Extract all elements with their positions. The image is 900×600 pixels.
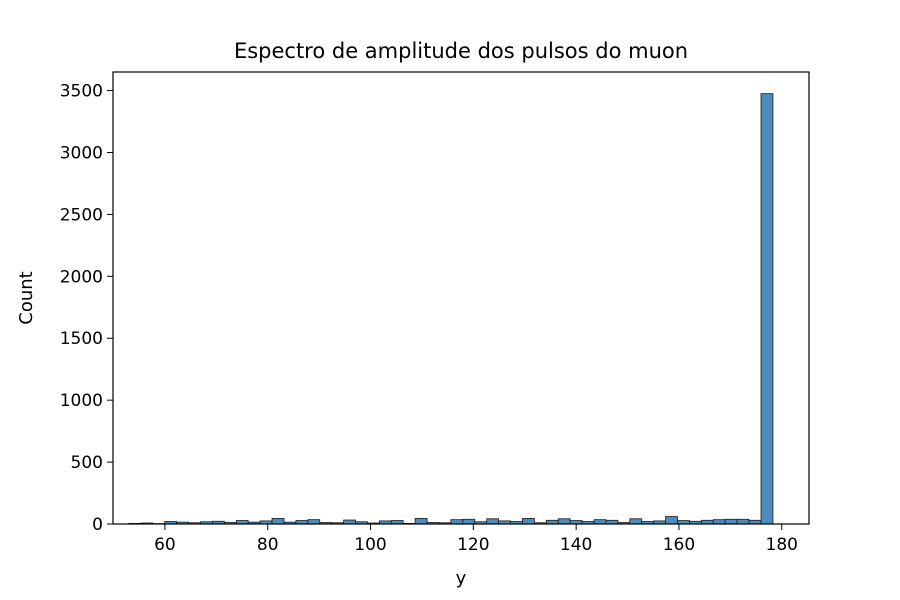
histogram-bar: [271, 518, 285, 525]
histogram-bar: [724, 518, 738, 525]
chart-title: Espectro de amplitude dos pulsos do muon: [234, 39, 688, 63]
histogram-bar: [736, 518, 750, 525]
histogram-bar: [712, 519, 726, 525]
histogram-bar: [665, 516, 678, 525]
x-axis-ticks: 60 80 100 120 140 160 180: [154, 524, 798, 555]
histogram-bar: [760, 93, 774, 525]
x-tick-label: 160: [663, 535, 695, 555]
histogram-bar: [522, 518, 535, 525]
y-tick-label: 2500: [60, 205, 103, 225]
y-tick-label: 2000: [60, 267, 103, 287]
x-tick-label: 80: [257, 535, 279, 555]
histogram-bar: [462, 518, 476, 525]
x-tick-label: 60: [154, 535, 176, 555]
x-tick-label: 140: [560, 535, 592, 555]
histogram-bar: [557, 518, 571, 525]
y-axis-label: Count: [16, 271, 37, 324]
y-tick-label: 500: [71, 453, 103, 473]
plot-frame: [112, 71, 810, 525]
histogram-bar: [414, 518, 428, 525]
y-tick-label: 1000: [60, 391, 103, 411]
x-tick-label: 120: [457, 535, 489, 555]
y-tick-label: 3000: [60, 143, 103, 163]
y-tick-label: 3500: [60, 82, 103, 102]
y-axis-ticks: 0 500 1000 1500 2000 2500 3000 3500: [60, 82, 113, 535]
histogram-bar: [593, 519, 607, 525]
histogram-bar: [307, 519, 321, 525]
x-tick-label: 180: [766, 535, 798, 555]
bars-group: [128, 93, 774, 525]
y-tick-label: 1500: [60, 329, 103, 349]
histogram-bar: [629, 518, 643, 525]
x-axis-label: y: [456, 568, 467, 589]
x-tick-label: 100: [354, 535, 386, 555]
y-tick-label: 0: [92, 515, 103, 535]
histogram-bar: [450, 519, 464, 525]
histogram-bar: [486, 518, 500, 525]
